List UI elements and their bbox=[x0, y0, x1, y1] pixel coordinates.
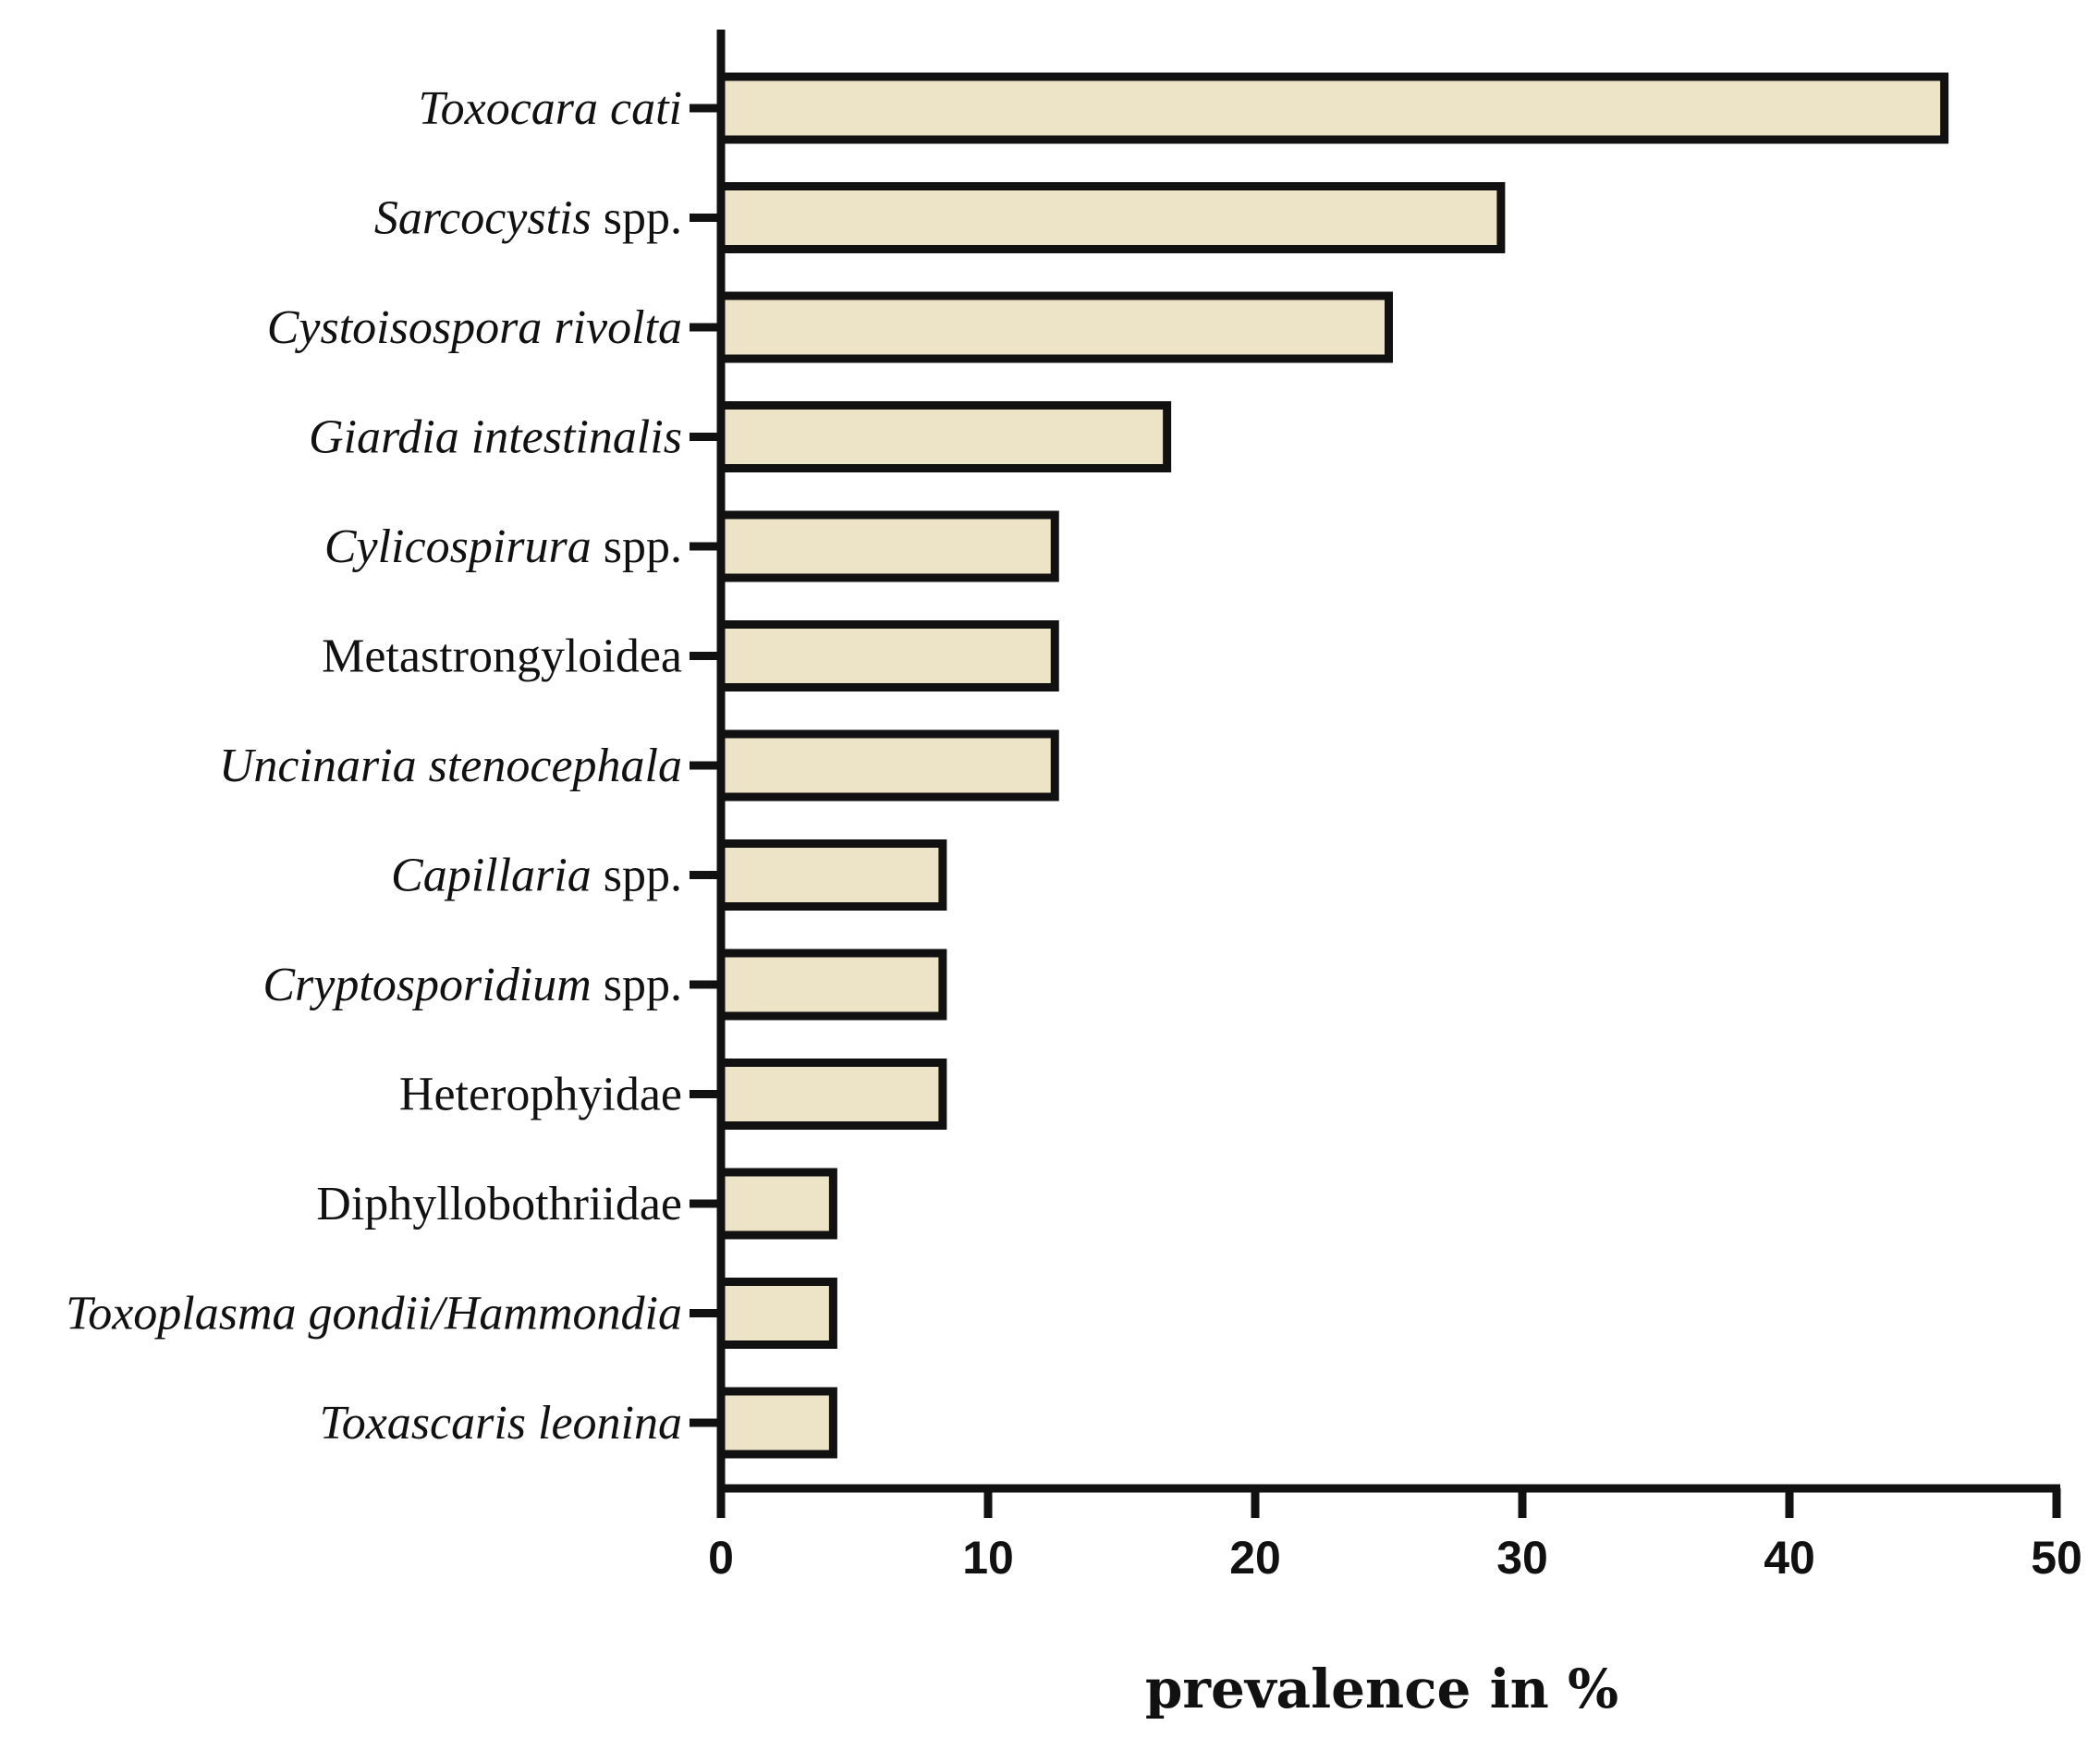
x-tick-label: 50 bbox=[2031, 1532, 2082, 1584]
category-label: Diphyllobothriidae bbox=[316, 1178, 682, 1230]
bar bbox=[716, 1387, 837, 1459]
category-label: Metastrongyloidea bbox=[322, 630, 682, 683]
bars-group bbox=[716, 72, 1949, 1459]
bar bbox=[716, 839, 947, 911]
bar bbox=[716, 72, 1949, 144]
bar bbox=[716, 1278, 837, 1349]
category-label: Cystoisospora rivolta bbox=[267, 301, 682, 354]
category-label: Uncinaria stenocephala bbox=[219, 740, 682, 792]
category-label: Capillaria spp. bbox=[391, 850, 682, 902]
bar bbox=[716, 620, 1059, 692]
bar bbox=[716, 291, 1393, 363]
x-axis-title: prevalence in % bbox=[1145, 1658, 1618, 1720]
category-label: Cryptosporidium spp. bbox=[262, 959, 682, 1011]
bar bbox=[716, 182, 1506, 253]
x-tick-label: 20 bbox=[1229, 1532, 1281, 1584]
category-label: Giardia intestinalis bbox=[309, 411, 682, 464]
category-label: Cylicospirura spp. bbox=[324, 520, 682, 573]
bar bbox=[716, 1168, 837, 1240]
category-label: Sarcocystis spp. bbox=[374, 192, 682, 245]
x-tick-label: 0 bbox=[708, 1532, 734, 1584]
axes-group bbox=[690, 30, 2061, 1518]
category-label: Toxoplasma gondii/Hammondia bbox=[66, 1288, 682, 1340]
bar bbox=[716, 510, 1059, 582]
bar bbox=[716, 729, 1059, 802]
bar bbox=[716, 949, 947, 1021]
category-label: Toxocara cati bbox=[418, 82, 682, 135]
bar bbox=[716, 401, 1172, 472]
category-label: Heterophyidae bbox=[399, 1069, 682, 1121]
category-labels-group: Toxocara cati Sarcocystis spp. Cystoisospo… bbox=[66, 82, 682, 1450]
bar bbox=[716, 1059, 947, 1130]
category-label: Toxascaris leonina bbox=[320, 1397, 682, 1450]
x-tick-label: 10 bbox=[962, 1532, 1014, 1584]
x-tick-labels-group: 0 10 20 30 40 50 bbox=[708, 1532, 2082, 1584]
x-tick-label: 40 bbox=[1764, 1532, 1815, 1584]
x-tick-label: 30 bbox=[1496, 1532, 1548, 1584]
